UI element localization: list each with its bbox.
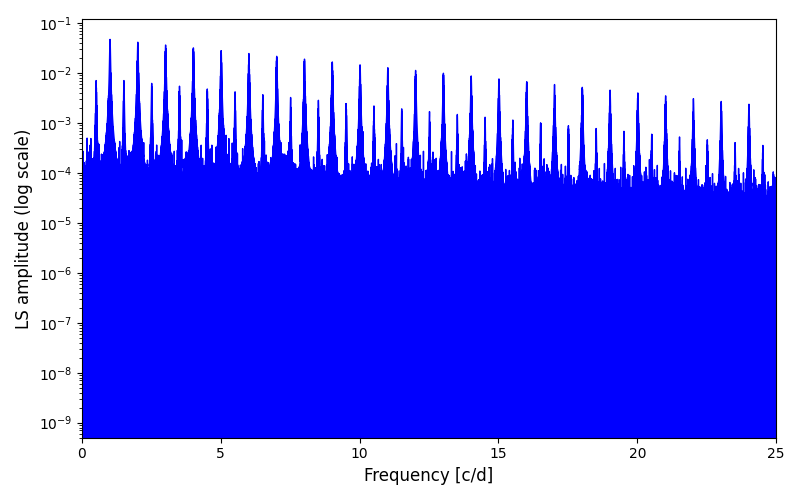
X-axis label: Frequency [c/d]: Frequency [c/d] — [364, 467, 494, 485]
Y-axis label: LS amplitude (log scale): LS amplitude (log scale) — [15, 128, 33, 328]
